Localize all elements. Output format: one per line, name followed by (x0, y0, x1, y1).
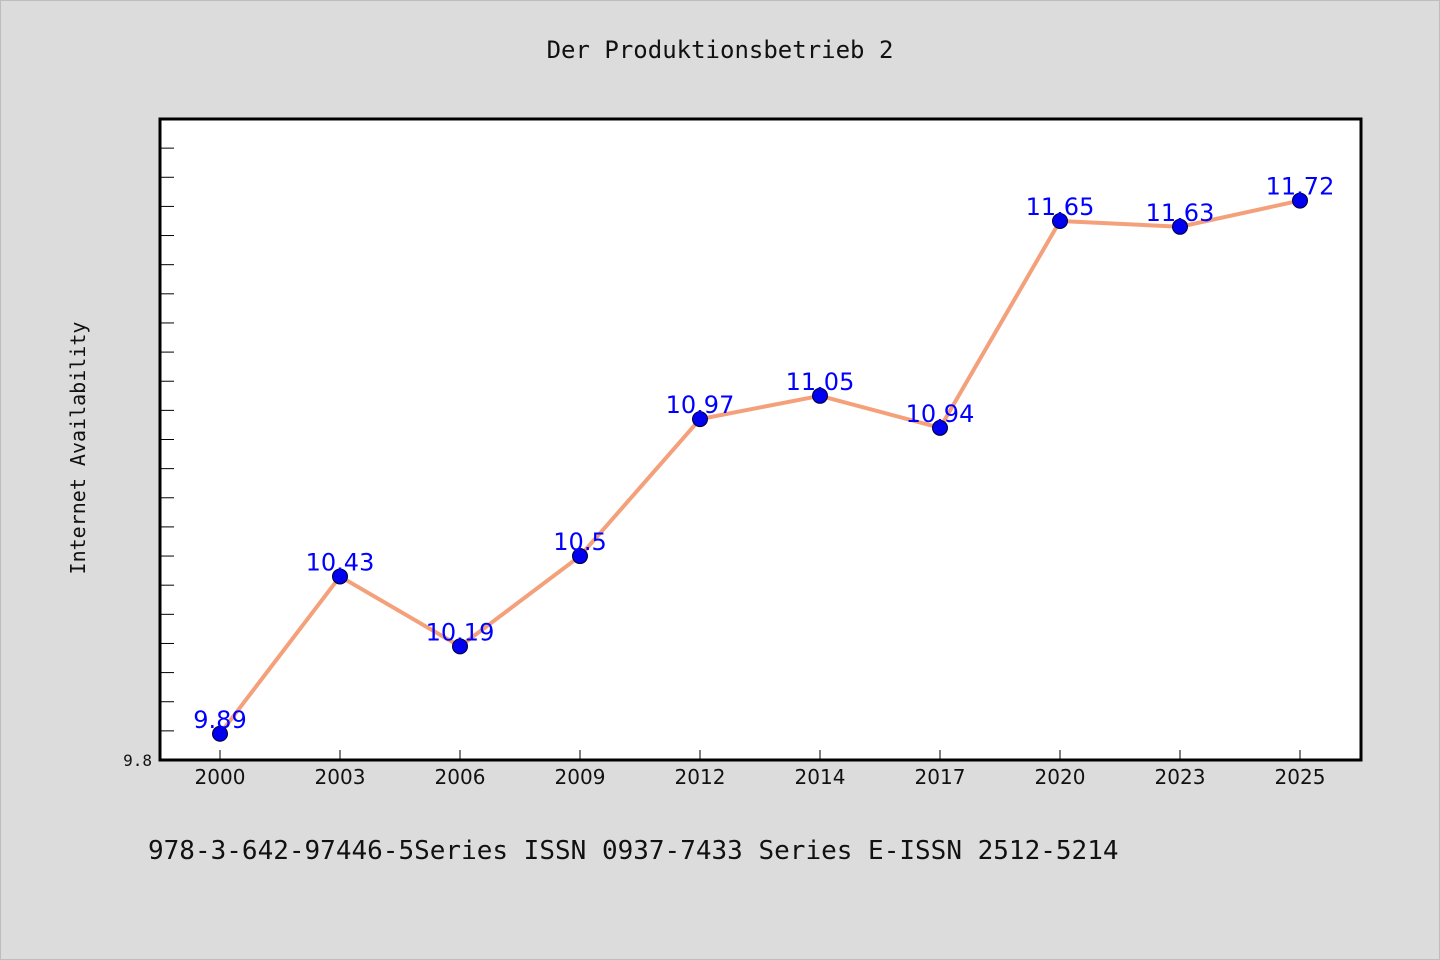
x-tick-label: 2000 (195, 765, 246, 789)
y-axis-ticks (160, 147, 174, 732)
chart-title: Der Produktionsbetrieb 2 (546, 36, 894, 64)
data-label: 10.94 (906, 400, 975, 428)
data-label: 10.5 (553, 528, 606, 556)
data-point (572, 548, 588, 565)
data-point (1172, 218, 1188, 235)
data-point (692, 411, 708, 428)
x-tick-label: 2009 (555, 765, 606, 789)
data-point (1052, 212, 1068, 229)
data-label: 10.43 (306, 548, 375, 576)
x-tick-label: 2020 (1035, 765, 1086, 789)
data-point (1292, 192, 1308, 209)
data-label: 11.63 (1146, 199, 1215, 227)
data-label: 11.65 (1026, 193, 1095, 221)
x-tick-label: 2025 (1275, 765, 1326, 789)
x-tick-label: 2023 (1155, 765, 1206, 789)
data-label: 9.89 (193, 706, 246, 734)
data-label: 10.19 (426, 618, 495, 646)
data-point (332, 568, 348, 585)
data-label: 10.97 (666, 391, 735, 419)
data-point (212, 725, 228, 742)
series-lines (218, 198, 1301, 735)
x-axis-ticks: 2000 2003 2006 2009 2012 2014 2017 2020 2023 2025 (195, 750, 1326, 789)
x-tick-label: 2014 (795, 765, 846, 789)
x-tick-label: 2003 (315, 765, 366, 789)
data-labels: 9.89 10.43 10.19 10.5 10.97 11.05 10.94 11.65 11… (193, 173, 1334, 734)
x-tick-label: 2006 (435, 765, 486, 789)
series-points (212, 192, 1308, 742)
x-tick-label: 2017 (915, 765, 966, 789)
data-label: 11.05 (786, 368, 855, 396)
y-tick-label: 9.8 (123, 751, 152, 770)
footer-text: 978-3-642-97446-5Series ISSN 0937-7433 S… (148, 836, 1119, 866)
data-point (812, 387, 828, 404)
data-point (452, 638, 468, 655)
data-point (932, 419, 948, 436)
series-line (218, 198, 1301, 735)
data-label: 11.72 (1266, 173, 1335, 201)
x-tick-label: 2012 (675, 765, 726, 789)
